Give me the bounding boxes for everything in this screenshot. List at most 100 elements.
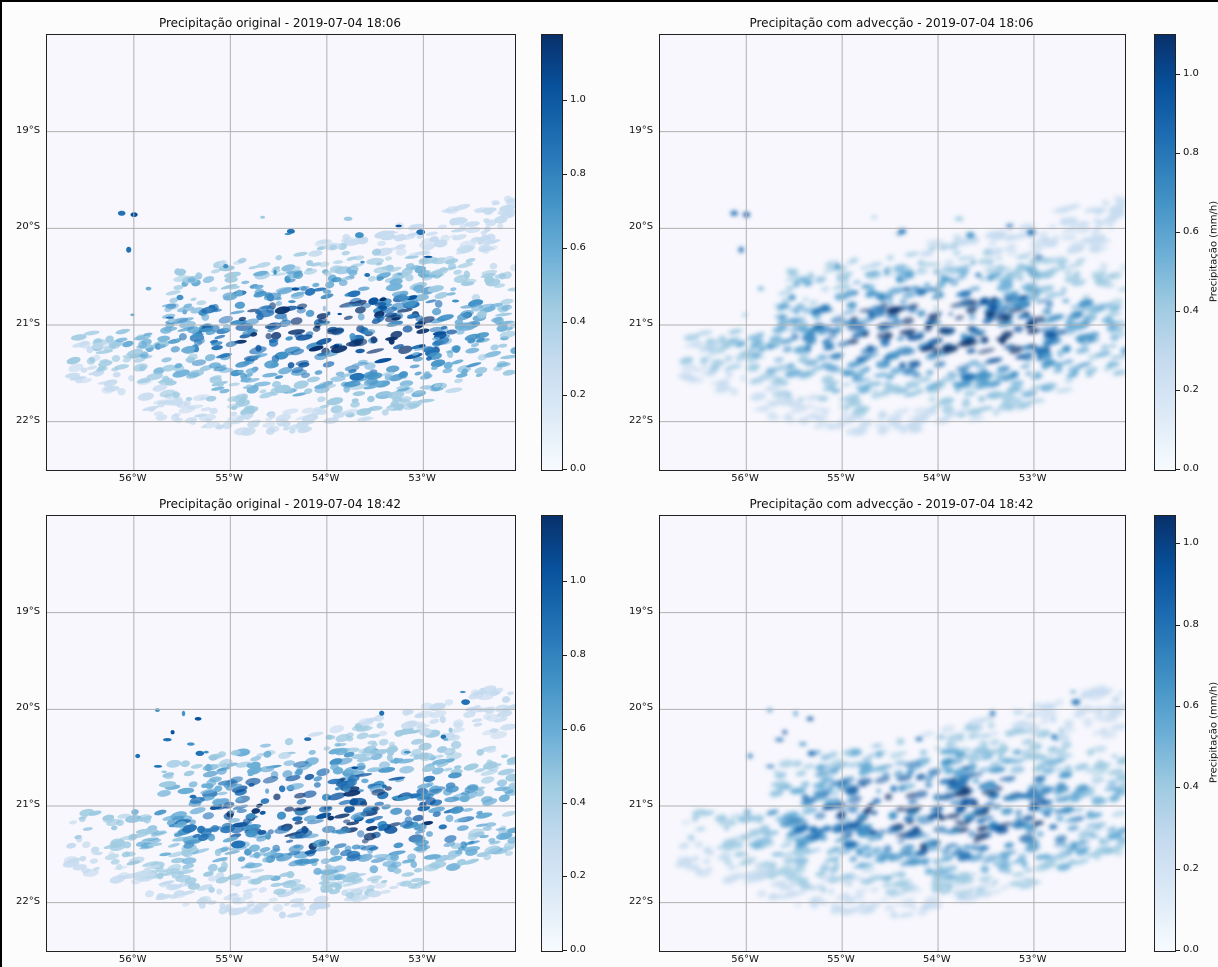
colorbar-tick-mark	[563, 655, 567, 657]
precipitation-cells	[65, 195, 515, 436]
lon-tick-label: 53°W	[408, 473, 436, 484]
colorbar-tick-label: 0.0	[1183, 944, 1199, 955]
map-area[interactable]	[46, 34, 516, 471]
lat-tick-label: 22°S	[629, 895, 654, 907]
colorbar-tick-label: 0.8	[570, 649, 586, 661]
colorbar-tick-mark	[563, 247, 567, 249]
lat-tick-label: 20°S	[16, 702, 41, 714]
colorbar-tick-mark	[563, 728, 567, 730]
colorbar-tick-label: 0.6	[1183, 225, 1199, 237]
precipitation-cells	[677, 195, 1125, 436]
panel-title: Precipitação com advecção - 2019-07-04 1…	[749, 16, 1034, 30]
colorbar	[1154, 34, 1176, 471]
colorbar	[1154, 515, 1176, 952]
lon-tick-label: 56°W	[118, 473, 147, 484]
colorbar-tick-mark	[1176, 310, 1180, 312]
lat-tick-label: 19°S	[629, 124, 654, 136]
lat-tick-label: 21°S	[16, 799, 41, 810]
colorbar-tick-label: 1.0	[570, 575, 586, 587]
colorbar-tick-mark	[1176, 624, 1180, 626]
colorbar-tick-mark	[563, 174, 567, 176]
lat-tick-label: 21°S	[629, 318, 654, 329]
colorbar-label: Precipitação (mm/h)	[1208, 681, 1218, 783]
colorbar-tick-mark	[563, 321, 567, 323]
lon-tick-label: 56°W	[731, 954, 759, 965]
colorbar-tick-label: 1.0	[1183, 67, 1199, 79]
lon-tick-label: 53°W	[408, 954, 436, 965]
colorbar-tick-mark	[1176, 868, 1180, 870]
colorbar-tick-mark	[1176, 543, 1180, 545]
lon-tick-label: 55°W	[215, 473, 243, 484]
colorbar-tick-label: 0.6	[570, 241, 586, 253]
lat-tick-label: 20°S	[629, 221, 654, 233]
colorbar-tick-mark	[563, 469, 567, 470]
colorbar	[541, 515, 563, 952]
colorbar-tick-label: 0.2	[1183, 862, 1199, 874]
colorbar-tick-label: 0.4	[1183, 304, 1199, 316]
precipitation-field	[47, 516, 515, 951]
colorbar-tick-mark	[563, 802, 567, 804]
colorbar-tick-label: 1.0	[1183, 537, 1199, 549]
lat-tick-label: 19°S	[16, 605, 41, 617]
lon-tick-label: 55°W	[827, 954, 855, 965]
colorbar-tick-mark	[563, 395, 567, 397]
colorbar-tick-label: 1.0	[570, 94, 586, 106]
panel-title: Precipitação com advecção - 2019-07-04 1…	[749, 497, 1034, 511]
lat-tick-label: 22°S	[629, 414, 654, 426]
colorbar-tick-label: 0.8	[1183, 618, 1199, 630]
colorbar-tick-mark	[563, 581, 567, 583]
lon-tick-label: 56°W	[118, 954, 147, 965]
colorbar-tick-label: 0.4	[570, 315, 586, 327]
lon-tick-label: 55°W	[827, 473, 855, 484]
colorbar-tick-mark	[563, 876, 567, 878]
colorbar-tick-label: 0.2	[570, 389, 586, 401]
lat-tick-label: 19°S	[16, 124, 41, 136]
colorbar-tick-mark	[1176, 231, 1180, 233]
colorbar-tick-mark	[1176, 73, 1180, 75]
colorbar-tick-label: 0.0	[570, 944, 586, 955]
colorbar-tick-label: 0.2	[570, 870, 586, 882]
colorbar-label: Precipitação (mm/h)	[1208, 200, 1218, 302]
precipitation-cells	[62, 685, 515, 919]
colorbar-tick-label: 0.2	[1183, 383, 1199, 395]
panel-title: Precipitação original - 2019-07-04 18:06	[158, 16, 402, 30]
lon-tick-label: 53°W	[1018, 954, 1047, 965]
lon-tick-label: 54°W	[923, 473, 951, 484]
lat-tick-label: 22°S	[16, 895, 41, 907]
colorbar-tick-mark	[1176, 950, 1180, 951]
map-area[interactable]	[46, 515, 516, 952]
lon-tick-label: 54°W	[923, 954, 951, 965]
colorbar-tick-label: 0.6	[1183, 700, 1199, 712]
colorbar-tick-label: 0.4	[570, 796, 586, 808]
lat-tick-label: 21°S	[16, 318, 41, 329]
colorbar-tick-mark	[563, 100, 567, 102]
lat-tick-label: 20°S	[16, 221, 41, 233]
lat-tick-label: 19°S	[629, 605, 654, 617]
colorbar-tick-mark	[1176, 469, 1180, 470]
colorbar-tick-mark	[563, 950, 567, 951]
colorbar	[541, 34, 563, 471]
lat-tick-label: 21°S	[629, 799, 654, 810]
colorbar-tick-mark	[1176, 787, 1180, 789]
colorbar-tick-label: 0.0	[1183, 463, 1199, 474]
colorbar-tick-label: 0.0	[570, 463, 586, 474]
colorbar-tick-mark	[1176, 389, 1180, 391]
map-area[interactable]	[659, 34, 1126, 471]
lat-tick-label: 20°S	[629, 702, 654, 714]
colorbar-tick-mark	[1176, 152, 1180, 154]
lon-tick-label: 54°W	[311, 954, 340, 965]
precipitation-cells	[675, 685, 1125, 919]
map-area[interactable]	[659, 515, 1126, 952]
panel-title: Precipitação original - 2019-07-04 18:42	[158, 497, 402, 511]
colorbar-tick-label: 0.8	[570, 168, 586, 180]
colorbar-tick-label: 0.4	[1183, 781, 1199, 793]
precipitation-field	[660, 35, 1125, 470]
lon-tick-label: 53°W	[1018, 473, 1047, 484]
lon-tick-label: 54°W	[311, 473, 340, 484]
lat-tick-label: 22°S	[16, 414, 41, 426]
colorbar-tick-mark	[1176, 706, 1180, 708]
colorbar-tick-label: 0.8	[1183, 146, 1199, 158]
lon-tick-label: 55°W	[215, 954, 243, 965]
lon-tick-label: 56°W	[731, 473, 759, 484]
